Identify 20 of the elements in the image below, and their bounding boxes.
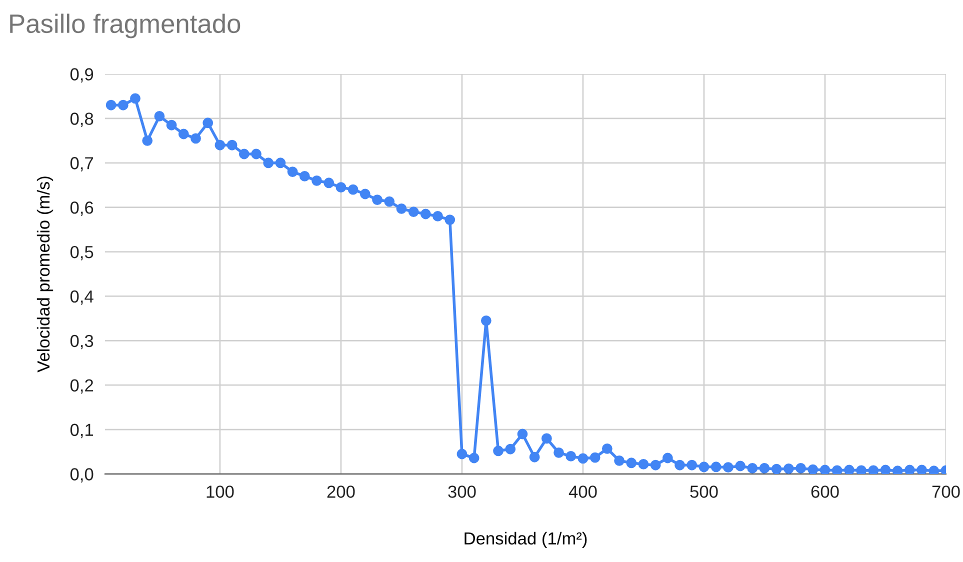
x-tick-label: 200 (327, 486, 355, 498)
chart-title: Pasillo fragmentado (10, 14, 240, 38)
y-tick-label: 0,5 (70, 246, 94, 260)
y-tick-label: 0,9 (70, 68, 94, 83)
y-tick-label: 0,3 (70, 334, 94, 350)
x-axis-title: Densidad (1/m²) (464, 532, 587, 548)
y-tick-label: 0,4 (70, 290, 94, 305)
x-tick-label: 300 (448, 486, 476, 498)
y-tick-label: 0,6 (70, 202, 94, 216)
x-tick-label: 500 (690, 486, 718, 498)
x-tick-label: 600 (811, 486, 839, 498)
y-axis-title: Velocidad promedio (m/s) (36, 176, 54, 372)
x-tick-label: 100 (206, 486, 234, 498)
x-tick-label: 400 (568, 486, 597, 498)
y-tick-label: 0,7 (70, 157, 94, 172)
x-tick-label: 700 (932, 486, 960, 498)
y-tick-label: 0,8 (70, 112, 94, 127)
y-tick-label: 0,2 (70, 379, 94, 394)
y-tick-label: 0,0 (70, 468, 94, 483)
y-tick-label: 0,1 (70, 424, 94, 438)
